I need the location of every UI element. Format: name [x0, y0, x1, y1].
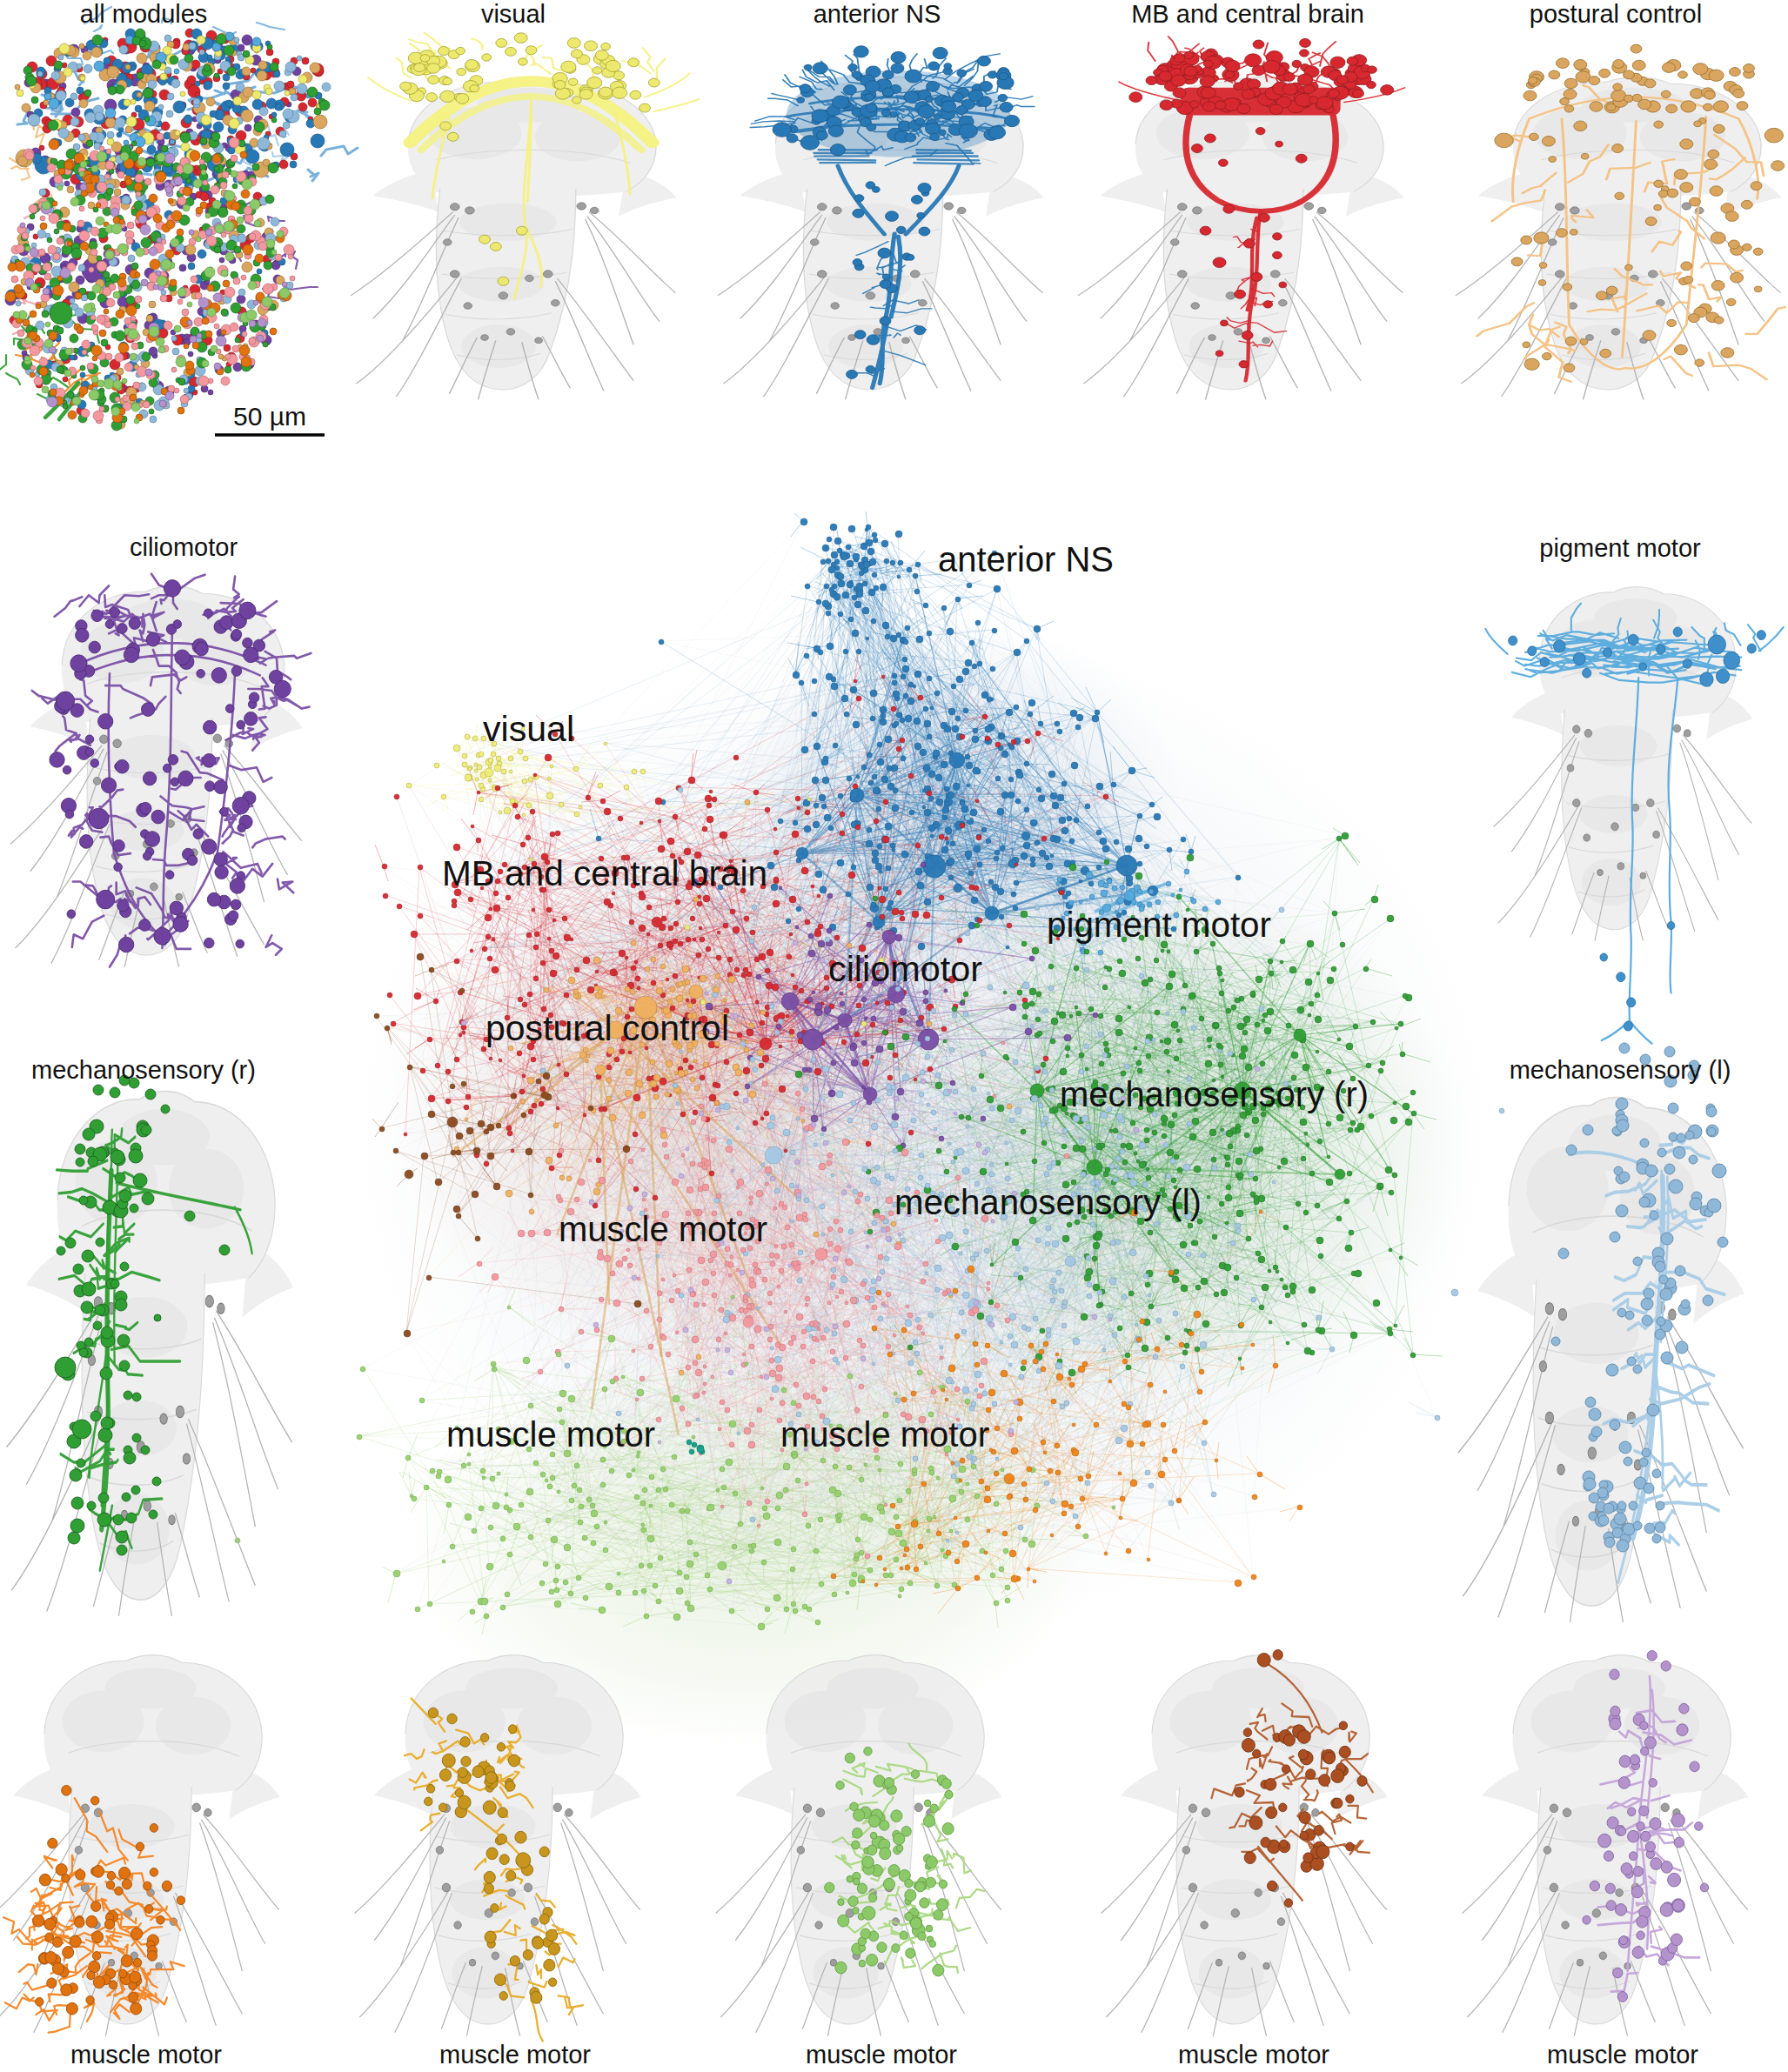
svg-text:muscle motor: muscle motor	[446, 1415, 655, 1454]
svg-text:mechanosensory (l): mechanosensory (l)	[894, 1183, 1202, 1221]
svg-text:muscle motor: muscle motor	[780, 1415, 989, 1454]
svg-text:mechanosensory (r): mechanosensory (r)	[31, 1056, 256, 1084]
svg-text:MB and central brain: MB and central brain	[1131, 0, 1364, 28]
svg-text:pigment motor: pigment motor	[1047, 906, 1271, 944]
svg-text:muscle motor: muscle motor	[806, 2041, 957, 2069]
svg-text:muscle motor: muscle motor	[559, 1210, 767, 1248]
svg-text:muscle motor: muscle motor	[1178, 2041, 1329, 2069]
svg-text:mechanosensory (l): mechanosensory (l)	[1510, 1056, 1731, 1084]
svg-text:pigment motor: pigment motor	[1539, 534, 1701, 562]
svg-text:ciliomotor: ciliomotor	[130, 533, 238, 561]
svg-text:muscle motor: muscle motor	[1547, 2041, 1698, 2069]
svg-text:visual: visual	[481, 0, 546, 28]
svg-text:visual: visual	[483, 710, 574, 748]
svg-text:MB and central brain: MB and central brain	[442, 854, 767, 892]
svg-text:anterior NS: anterior NS	[938, 540, 1114, 578]
svg-text:muscle motor: muscle motor	[439, 2041, 591, 2069]
svg-text:all modules: all modules	[80, 0, 208, 28]
svg-text:50 µm: 50 µm	[233, 402, 306, 431]
svg-text:mechanosensory (r): mechanosensory (r)	[1060, 1075, 1369, 1113]
svg-text:ciliomotor: ciliomotor	[828, 950, 982, 988]
svg-text:postural control: postural control	[1530, 0, 1702, 28]
svg-text:postural control: postural control	[486, 1009, 729, 1047]
svg-text:anterior NS: anterior NS	[814, 0, 941, 28]
svg-text:muscle motor: muscle motor	[70, 2041, 222, 2069]
